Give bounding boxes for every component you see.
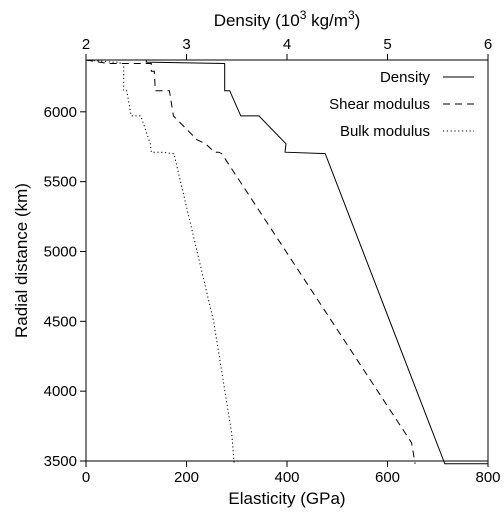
x-bottom-tick-label: 800 — [475, 469, 500, 486]
series-line-bulk-modulus — [85, 59, 235, 464]
legend-label-density: Density — [380, 69, 431, 86]
legend: Density Shear modulus Bulk modulus — [329, 69, 474, 140]
x-bottom-tick-label: 600 — [375, 469, 400, 486]
series-line-density — [145, 60, 488, 465]
plot-lines — [85, 59, 488, 465]
tick-marks — [80, 54, 489, 467]
x-top-tick-label: 4 — [283, 36, 291, 53]
x-axis-title-top-rest: kg/m — [306, 11, 348, 30]
legend-label-bulk-modulus: Bulk modulus — [340, 123, 430, 140]
x-axis-title-top-close: ) — [355, 11, 361, 30]
y-tick-label: 5000 — [44, 243, 77, 260]
x-top-tick-label: 2 — [82, 36, 90, 53]
x-bottom-tick-label: 400 — [274, 469, 299, 486]
legend-label-shear-modulus: Shear modulus — [329, 96, 430, 113]
x-top-tick-label: 5 — [383, 36, 391, 53]
y-tick-label: 4000 — [44, 383, 77, 400]
y-tick-label: 6000 — [44, 104, 77, 121]
x-axis-title-top-main: Density (10 — [214, 11, 300, 30]
x-bottom-tick-label: 200 — [174, 469, 199, 486]
plot-frame — [85, 59, 489, 462]
y-tick-label: 5500 — [44, 174, 77, 191]
x-axis-title-top-sup2: 3 — [348, 8, 355, 22]
x-axis-title-top-sup: 3 — [300, 8, 307, 22]
y-tick-label: 4500 — [44, 313, 77, 330]
x-top-tick-label: 6 — [484, 36, 492, 53]
y-axis-title: Radial distance (km) — [12, 183, 31, 338]
tick-labels: 3500 4000 4500 5000 5500 6000 0 200 400 600 800 2 3 4… — [44, 36, 501, 486]
series-line-shear-modulus — [85, 59, 416, 464]
x-axis-title-bottom: Elasticity (GPa) — [228, 489, 345, 508]
y-tick-label: 3500 — [44, 453, 77, 470]
x-axis-title-top: Density (103 kg/m3) — [214, 8, 361, 30]
x-top-tick-label: 3 — [182, 36, 190, 53]
x-bottom-tick-label: 0 — [82, 469, 90, 486]
